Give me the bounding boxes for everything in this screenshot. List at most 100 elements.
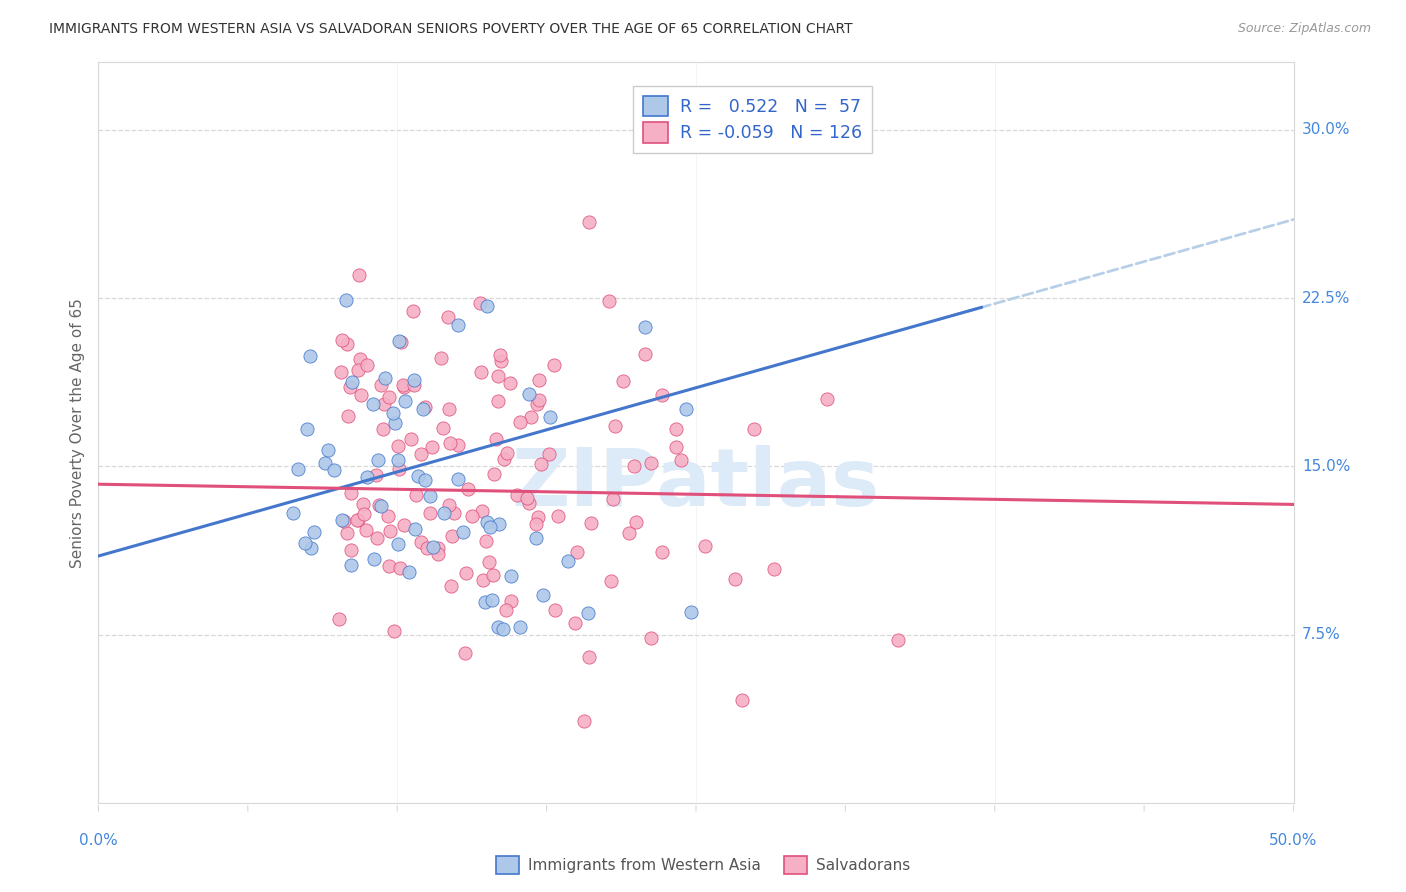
Point bbox=[475, 533, 498, 548]
Point bbox=[509, 619, 531, 633]
Point bbox=[578, 215, 600, 229]
Point bbox=[529, 393, 551, 408]
Point bbox=[437, 402, 460, 417]
Point bbox=[440, 529, 463, 543]
Point bbox=[600, 574, 623, 588]
Legend: Immigrants from Western Asia, Salvadorans: Immigrants from Western Asia, Salvadoran… bbox=[489, 850, 917, 880]
Point bbox=[371, 422, 394, 436]
Point bbox=[389, 560, 412, 574]
Point bbox=[329, 365, 352, 379]
Point bbox=[398, 565, 420, 579]
Point bbox=[669, 453, 692, 467]
Point bbox=[574, 714, 596, 729]
Point bbox=[665, 421, 688, 435]
Point bbox=[486, 620, 509, 634]
Point bbox=[354, 523, 377, 537]
Point bbox=[287, 462, 309, 476]
Point bbox=[479, 520, 502, 534]
Point bbox=[399, 432, 422, 446]
Point bbox=[392, 378, 415, 392]
Point bbox=[651, 544, 673, 558]
Point bbox=[499, 376, 522, 391]
Point bbox=[295, 422, 318, 436]
Point bbox=[471, 574, 494, 588]
Point bbox=[402, 304, 425, 318]
Point bbox=[384, 416, 406, 430]
Point bbox=[378, 558, 401, 573]
Point bbox=[373, 397, 395, 411]
Point bbox=[405, 488, 427, 502]
Point bbox=[651, 388, 673, 402]
Point bbox=[460, 509, 482, 524]
Point bbox=[426, 547, 449, 561]
Point bbox=[488, 393, 510, 408]
Point bbox=[336, 337, 359, 351]
Point bbox=[519, 410, 541, 425]
Point bbox=[419, 489, 441, 503]
Point bbox=[447, 472, 470, 486]
Point bbox=[526, 396, 548, 410]
Point bbox=[337, 409, 360, 424]
Point bbox=[419, 507, 441, 521]
Point bbox=[486, 368, 509, 383]
Point bbox=[388, 462, 411, 476]
Point bbox=[412, 401, 434, 416]
Text: IMMIGRANTS FROM WESTERN ASIA VS SALVADORAN SENIORS POVERTY OVER THE AGE OF 65 CO: IMMIGRANTS FROM WESTERN ASIA VS SALVADOR… bbox=[49, 22, 853, 37]
Legend: R =   0.522   N =  57, R = -0.059   N = 126: R = 0.522 N = 57, R = -0.059 N = 126 bbox=[633, 86, 872, 153]
Point bbox=[557, 554, 579, 568]
Point bbox=[387, 536, 409, 550]
Point bbox=[426, 541, 449, 556]
Point bbox=[347, 363, 370, 377]
Point bbox=[578, 649, 600, 664]
Point bbox=[349, 388, 371, 402]
Point bbox=[422, 540, 444, 554]
Point bbox=[526, 510, 548, 524]
Point bbox=[494, 451, 516, 466]
Point bbox=[543, 358, 565, 372]
Point bbox=[506, 488, 529, 502]
Point bbox=[665, 440, 688, 454]
Point bbox=[294, 536, 316, 550]
Point bbox=[634, 347, 657, 361]
Point bbox=[529, 373, 551, 387]
Point bbox=[603, 419, 626, 434]
Point bbox=[731, 692, 754, 706]
Point bbox=[519, 387, 541, 401]
Point bbox=[447, 318, 470, 333]
Point bbox=[471, 504, 494, 518]
Point bbox=[363, 552, 385, 566]
Point bbox=[531, 588, 554, 602]
Point bbox=[475, 299, 498, 313]
Point bbox=[640, 632, 662, 646]
Point bbox=[432, 421, 454, 435]
Point bbox=[377, 509, 399, 524]
Point bbox=[302, 525, 325, 540]
Point bbox=[430, 351, 453, 366]
Point bbox=[437, 498, 460, 512]
Point bbox=[499, 569, 522, 583]
Point bbox=[537, 447, 560, 461]
Text: 22.5%: 22.5% bbox=[1302, 291, 1350, 305]
Point bbox=[333, 514, 356, 528]
Point bbox=[340, 375, 363, 389]
Point bbox=[509, 415, 531, 429]
Point bbox=[394, 518, 416, 533]
Point bbox=[299, 349, 322, 363]
Point bbox=[887, 632, 910, 647]
Point bbox=[374, 371, 396, 385]
Point bbox=[366, 531, 388, 545]
Point bbox=[323, 463, 346, 477]
Point bbox=[340, 543, 363, 558]
Point bbox=[744, 422, 766, 436]
Point bbox=[404, 373, 426, 387]
Point bbox=[567, 544, 589, 558]
Point bbox=[470, 365, 492, 379]
Point bbox=[598, 293, 620, 308]
Point bbox=[433, 506, 456, 520]
Point bbox=[440, 578, 463, 592]
Point bbox=[474, 595, 496, 609]
Point bbox=[437, 310, 460, 325]
Point bbox=[724, 573, 747, 587]
Point bbox=[489, 354, 512, 368]
Point bbox=[378, 524, 401, 538]
